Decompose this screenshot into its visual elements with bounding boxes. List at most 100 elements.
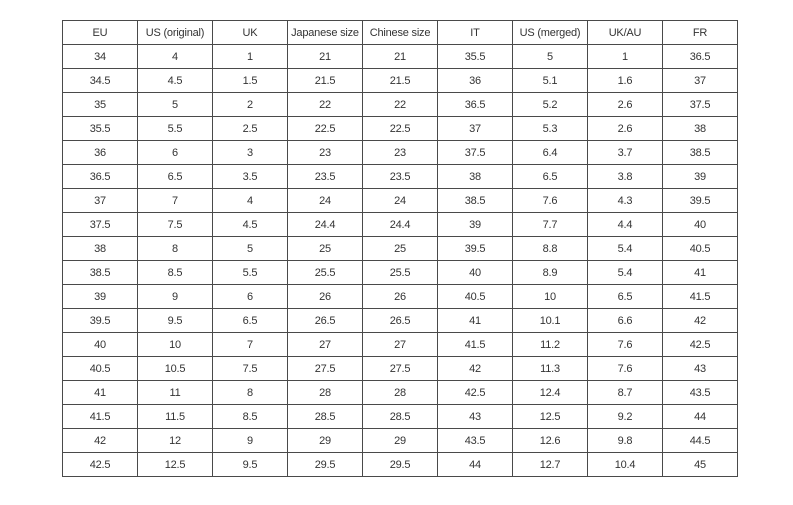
table-cell: 3.8 — [587, 164, 663, 189]
table-cell: 5 — [512, 44, 588, 69]
table-cell: 41.5 — [437, 332, 513, 357]
table-cell: 24 — [287, 188, 363, 213]
column-header: UK/AU — [587, 20, 663, 45]
table-cell: 43 — [437, 404, 513, 429]
table-cell: 4.4 — [587, 212, 663, 237]
table-cell: 42.5 — [662, 332, 738, 357]
table-cell: 40 — [62, 332, 138, 357]
table-cell: 7.6 — [512, 188, 588, 213]
table-cell: 25 — [362, 236, 438, 261]
table-cell: 25.5 — [287, 260, 363, 285]
table-row: 36.5 6.5 3.5 23.5 23.5 38 6.5 3.8 39 — [62, 164, 738, 189]
table-row: 35 5 2 22 22 36.5 5.2 2.6 37.5 — [62, 92, 738, 117]
table-cell: 36 — [62, 140, 138, 165]
table-cell: 38.5 — [437, 188, 513, 213]
table-cell: 41 — [662, 260, 738, 285]
table-cell: 1.5 — [212, 68, 288, 93]
table-cell: 43.5 — [437, 428, 513, 453]
table-cell: 23.5 — [287, 164, 363, 189]
table-cell: 38 — [662, 116, 738, 141]
table-cell: 34.5 — [62, 68, 138, 93]
table-cell: 8 — [137, 236, 213, 261]
table-cell: 9.5 — [212, 452, 288, 477]
table-cell: 42 — [437, 356, 513, 381]
table-row: 36 6 3 23 23 37.5 6.4 3.7 38.5 — [62, 140, 738, 165]
table-cell: 42 — [662, 308, 738, 333]
table-row: 38.5 8.5 5.5 25.5 25.5 40 8.9 5.4 41 — [62, 260, 738, 285]
table-cell: 8.5 — [212, 404, 288, 429]
table-cell: 21.5 — [287, 68, 363, 93]
table-cell: 7.6 — [587, 332, 663, 357]
table-cell: 5.4 — [587, 236, 663, 261]
table-cell: 6.5 — [587, 284, 663, 309]
table-cell: 8.5 — [137, 260, 213, 285]
table-cell: 26 — [287, 284, 363, 309]
table-cell: 29 — [362, 428, 438, 453]
table-cell: 21 — [287, 44, 363, 69]
table-cell: 10 — [512, 284, 588, 309]
table-cell: 5.5 — [212, 260, 288, 285]
table-cell: 12.7 — [512, 452, 588, 477]
table-cell: 39.5 — [62, 308, 138, 333]
table-cell: 1 — [212, 44, 288, 69]
table-cell: 36.5 — [437, 92, 513, 117]
column-header: IT — [437, 20, 513, 45]
table-cell: 38 — [437, 164, 513, 189]
table-cell: 12 — [137, 428, 213, 453]
table-cell: 36 — [437, 68, 513, 93]
column-header: FR — [662, 20, 738, 45]
table-cell: 28.5 — [362, 404, 438, 429]
table-cell: 29.5 — [362, 452, 438, 477]
table-cell: 22.5 — [287, 116, 363, 141]
table-cell: 37.5 — [662, 92, 738, 117]
table-cell: 6.5 — [512, 164, 588, 189]
table-cell: 10.5 — [137, 356, 213, 381]
table-cell: 45 — [662, 452, 738, 477]
table-header: EU US (original) UK Japanese size Chinese si… — [62, 20, 738, 45]
table-cell: 28.5 — [287, 404, 363, 429]
shoe-size-conversion-table: EU US (original) UK Japanese size Chinese si… — [62, 20, 738, 477]
table-cell: 40.5 — [662, 236, 738, 261]
table-cell: 6.4 — [512, 140, 588, 165]
table-row: 40 10 7 27 27 41.5 11.2 7.6 42.5 — [62, 332, 738, 357]
table-cell: 27.5 — [287, 356, 363, 381]
table-cell: 4 — [212, 188, 288, 213]
table-body: 34 4 1 21 21 35.5 5 1 36.5 34.5 4.5 1.5 21.5 21.5 36 5.… — [62, 44, 738, 477]
table-cell: 7 — [212, 332, 288, 357]
table-cell: 12.4 — [512, 380, 588, 405]
table-cell: 11.3 — [512, 356, 588, 381]
table-row: 35.5 5.5 2.5 22.5 22.5 37 5.3 2.6 38 — [62, 116, 738, 141]
table-cell: 38.5 — [662, 140, 738, 165]
table-cell: 39 — [62, 284, 138, 309]
column-header: EU — [62, 20, 138, 45]
table-cell: 39.5 — [437, 236, 513, 261]
table-cell: 28 — [362, 380, 438, 405]
table-cell: 43 — [662, 356, 738, 381]
table-cell: 38 — [62, 236, 138, 261]
table-cell: 41 — [62, 380, 138, 405]
table-cell: 34 — [62, 44, 138, 69]
table-cell: 27 — [362, 332, 438, 357]
table-cell: 40 — [437, 260, 513, 285]
table-cell: 3 — [212, 140, 288, 165]
table-cell: 37 — [62, 188, 138, 213]
table-cell: 36.5 — [62, 164, 138, 189]
table-cell: 8.8 — [512, 236, 588, 261]
table-cell: 7.6 — [587, 356, 663, 381]
table-row: 41.5 11.5 8.5 28.5 28.5 43 12.5 9.2 44 — [62, 404, 738, 429]
table-cell: 2.6 — [587, 92, 663, 117]
table-row: 39.5 9.5 6.5 26.5 26.5 41 10.1 6.6 42 — [62, 308, 738, 333]
table-cell: 40.5 — [62, 356, 138, 381]
table-cell: 42.5 — [62, 452, 138, 477]
table-cell: 26.5 — [362, 308, 438, 333]
table-cell: 2.6 — [587, 116, 663, 141]
table-row: 40.5 10.5 7.5 27.5 27.5 42 11.3 7.6 43 — [62, 356, 738, 381]
table-cell: 7.7 — [512, 212, 588, 237]
table-cell: 7.5 — [137, 212, 213, 237]
table-row: 37.5 7.5 4.5 24.4 24.4 39 7.7 4.4 40 — [62, 212, 738, 237]
table-row: 34 4 1 21 21 35.5 5 1 36.5 — [62, 44, 738, 69]
table-cell: 11.5 — [137, 404, 213, 429]
table-cell: 3.5 — [212, 164, 288, 189]
table-cell: 22 — [287, 92, 363, 117]
column-header: UK — [212, 20, 288, 45]
